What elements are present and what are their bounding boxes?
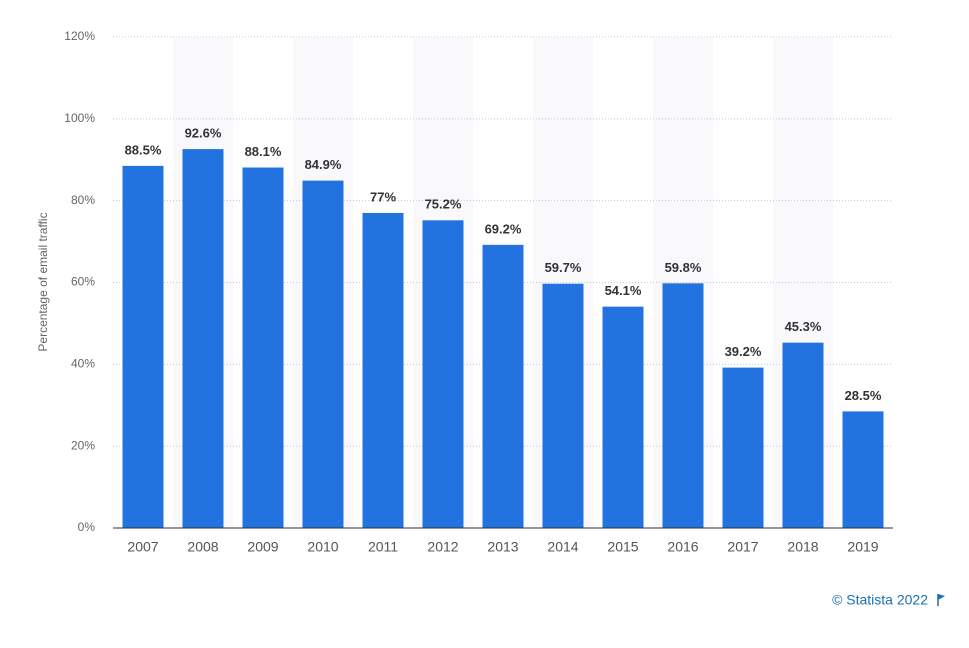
bar xyxy=(842,411,884,528)
x-tick-label: 2011 xyxy=(368,539,398,555)
x-tick-label: 2013 xyxy=(487,539,518,555)
bar xyxy=(782,342,824,528)
credit[interactable]: © Statista 2022 xyxy=(832,592,928,608)
bar xyxy=(482,244,524,528)
value-label: 45.3% xyxy=(785,319,822,334)
value-label: 69.2% xyxy=(485,221,522,236)
y-tick-label: 80% xyxy=(71,193,95,207)
bar xyxy=(662,283,704,528)
y-tick-label: 120% xyxy=(64,29,95,43)
bar xyxy=(422,220,464,528)
x-tick-label: 2014 xyxy=(547,539,578,555)
x-tick-label: 2009 xyxy=(247,539,278,555)
value-label: 59.7% xyxy=(545,260,582,275)
flag-icon[interactable] xyxy=(937,594,945,606)
bar xyxy=(602,306,644,528)
value-label: 88.1% xyxy=(245,144,282,159)
bar xyxy=(182,149,224,528)
value-label: 84.9% xyxy=(305,157,342,172)
y-axis-label: Percentage of email traffic xyxy=(36,212,50,351)
bar xyxy=(362,212,404,529)
bar xyxy=(722,367,764,528)
y-tick-label: 100% xyxy=(64,111,95,125)
value-label: 28.5% xyxy=(845,388,882,403)
value-label: 54.1% xyxy=(605,283,642,298)
y-tick-label: 20% xyxy=(71,438,95,452)
value-label: 75.2% xyxy=(425,197,462,212)
x-tick-label: 2016 xyxy=(667,539,698,555)
value-label: 59.8% xyxy=(665,260,702,275)
bar xyxy=(122,165,164,528)
bar xyxy=(302,180,344,528)
x-tick-label: 2010 xyxy=(307,539,338,555)
x-tick-label: 2018 xyxy=(787,539,818,555)
value-label: 39.2% xyxy=(725,344,762,359)
x-tick-label: 2017 xyxy=(727,539,758,555)
x-tick-label: 2012 xyxy=(427,539,458,555)
y-tick-label: 0% xyxy=(78,520,96,534)
value-label: 77% xyxy=(370,189,396,204)
x-tick-label: 2019 xyxy=(847,539,878,555)
y-tick-label: 40% xyxy=(71,357,95,371)
bar xyxy=(542,283,584,528)
x-tick-label: 2008 xyxy=(187,539,218,555)
y-tick-label: 60% xyxy=(71,275,95,289)
x-tick-label: 2007 xyxy=(127,539,158,555)
bar xyxy=(242,167,284,528)
value-label: 92.6% xyxy=(185,126,222,141)
value-label: 88.5% xyxy=(125,142,162,157)
x-tick-label: 2015 xyxy=(607,539,638,555)
